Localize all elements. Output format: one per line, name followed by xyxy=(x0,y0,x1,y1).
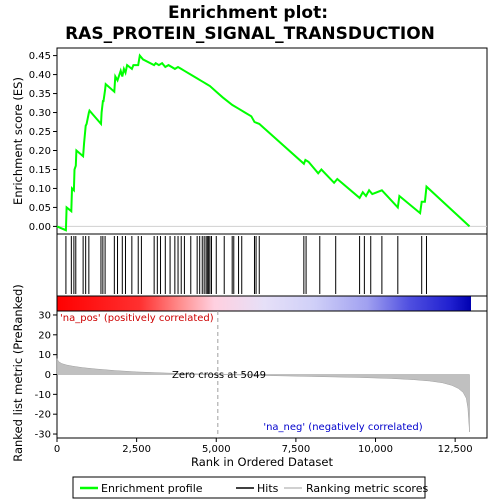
metric-y-tick-label: -20 xyxy=(35,410,51,421)
es-y-tick-label: 0.45 xyxy=(29,51,51,62)
es-y-tick-label: 0.25 xyxy=(29,127,51,138)
metric-y-axis: -30 -20 -10 0 10 20 30 xyxy=(35,310,57,441)
metric-y-tick-label: -10 xyxy=(35,390,51,401)
metric-y-tick-label: 20 xyxy=(38,330,51,341)
es-y-tick-label: 0.30 xyxy=(29,108,51,119)
metric-y-tick-label: 10 xyxy=(38,350,51,361)
es-y-tick-label: 0.40 xyxy=(29,70,51,81)
es-y-tick-label: 0.15 xyxy=(29,165,51,176)
x-tick-label: 0 xyxy=(54,444,60,455)
x-axis-label: Rank in Ordered Dataset xyxy=(191,455,334,469)
enrichment-profile-line xyxy=(56,53,471,232)
metric-y-tick-label: -30 xyxy=(35,430,51,441)
metric-y-label: Ranked list metric (PreRanked) xyxy=(11,284,25,462)
es-y-tick-label: 0.00 xyxy=(29,222,51,233)
zero-cross-label: Zero cross at 5049 xyxy=(172,370,266,381)
hits-panel-frame xyxy=(56,233,488,297)
es-y-tick-label: 0.05 xyxy=(29,203,51,214)
es-y-tick-label: 0.10 xyxy=(29,184,51,195)
title-line-1: Enrichment plot: xyxy=(168,3,328,23)
legend-metric-label: Ranking metric scores xyxy=(306,482,428,495)
metric-y-tick-label: 30 xyxy=(38,310,51,321)
es-y-tick-label: 0.20 xyxy=(29,146,51,157)
x-tick-label: 12,500 xyxy=(438,444,473,455)
title-line-2: RAS_PROTEIN_SIGNAL_TRANSDUCTION xyxy=(65,24,435,44)
pos-correlated-label: 'na_pos' (positively correlated) xyxy=(60,313,214,324)
metric-x-axis: 0 2,500 5,000 7,500 10,000 12,500 xyxy=(54,438,473,455)
legend-hits-label: Hits xyxy=(257,482,279,495)
es-panel-frame xyxy=(56,47,488,235)
x-tick-label: 2,500 xyxy=(122,444,151,455)
es-y-tick-label: 0.35 xyxy=(29,89,51,100)
x-tick-label: 5,000 xyxy=(202,444,231,455)
metric-y-tick-label: 0 xyxy=(45,370,51,381)
hits-marks xyxy=(65,236,427,294)
rank-color-bar xyxy=(57,296,471,311)
neg-correlated-label: 'na_neg' (negatively correlated) xyxy=(263,422,422,433)
es-y-axis: 0.00 0.05 0.10 0.15 0.20 0.25 0.30 0.35 0.40 0.45 xyxy=(29,51,57,233)
legend-enrichment-label: Enrichment profile xyxy=(101,482,203,495)
es-y-label: Enrichment score (ES) xyxy=(11,77,25,205)
ranking-metric-area xyxy=(56,358,470,433)
x-tick-label: 7,500 xyxy=(282,444,311,455)
x-tick-label: 10,000 xyxy=(358,444,393,455)
